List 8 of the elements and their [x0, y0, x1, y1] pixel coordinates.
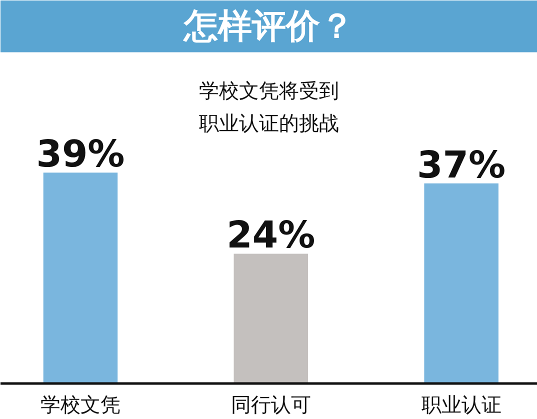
x-tick-label: 职业认证 [421, 392, 502, 416]
chart-title: 怎样评价？ [182, 6, 354, 46]
data-label: 24% [226, 214, 316, 257]
x-tick-label: 同行认可 [230, 392, 311, 416]
data-label: 39% [36, 132, 125, 176]
x-tick-label: 学校文凭 [40, 392, 120, 416]
data-label: 37% [417, 143, 506, 186]
chart-subtitle: 学校文凭将受到职业认证的挑战 [199, 78, 339, 136]
